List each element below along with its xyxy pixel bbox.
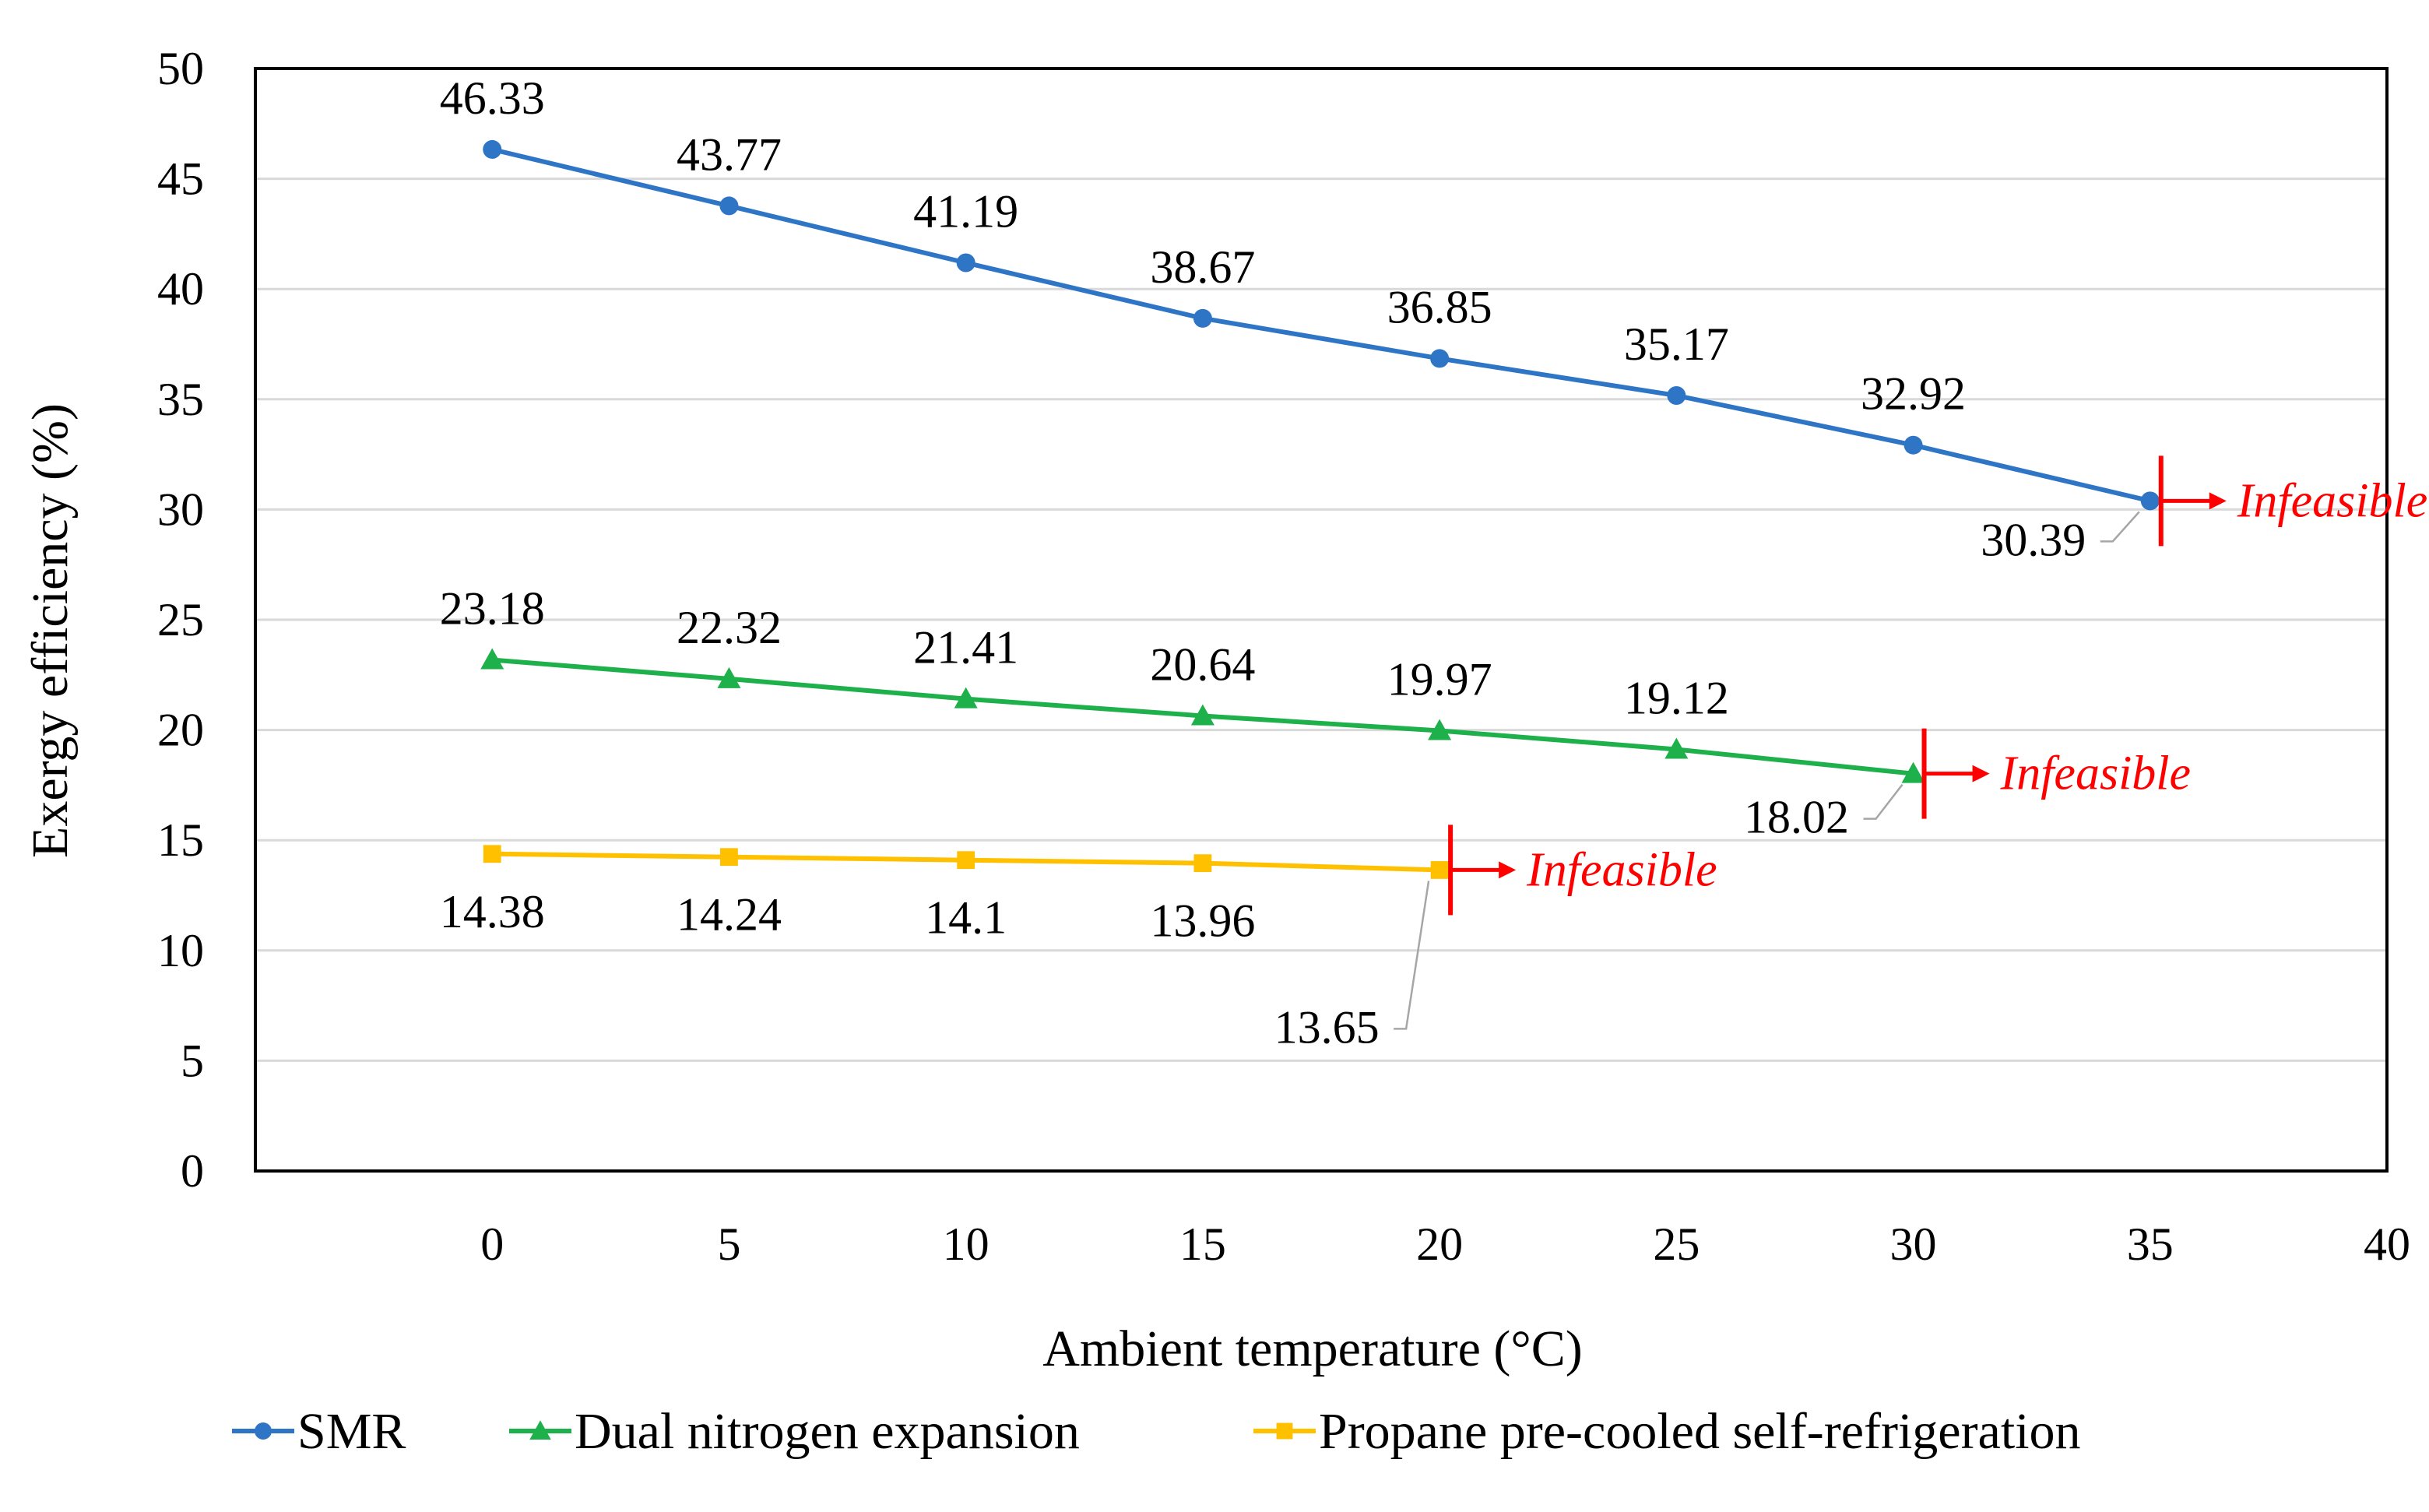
- data-point-marker: [956, 253, 975, 273]
- data-label: 22.32: [677, 602, 782, 653]
- gridlines: [255, 178, 2387, 1062]
- x-axis-ticks: 0 5 10 15 20 25 30 35 40: [480, 1218, 2410, 1270]
- x-axis-title: Ambient temperature (°C): [1042, 1320, 1582, 1377]
- data-label: 43.77: [677, 128, 782, 180]
- data-label: 13.65: [1274, 1001, 1380, 1053]
- y-tick-label: 35: [157, 374, 204, 425]
- y-axis-ticks: 0 5 10 15 20 25 30 35 40 45 50: [157, 43, 204, 1197]
- legend-entry-label: Dual nitrogen expansion: [575, 1403, 1080, 1460]
- x-tick-label: 15: [1179, 1218, 1226, 1270]
- data-point-marker: [255, 1422, 272, 1440]
- y-tick-label: 15: [157, 814, 204, 866]
- annotations: Infeasible Infeasible Infeasible: [1448, 455, 2428, 916]
- x-tick-label: 40: [2364, 1218, 2410, 1270]
- data-label: 35.17: [1624, 318, 1729, 370]
- y-tick-label: 0: [181, 1145, 204, 1197]
- data-label: 36.85: [1387, 281, 1492, 332]
- data-point-marker: [1430, 861, 1449, 879]
- data-label: 46.33: [440, 72, 545, 124]
- data-label: 21.41: [913, 622, 1018, 673]
- infeasible-arrow-icon: [1972, 765, 1990, 782]
- data-label: 20.64: [1150, 638, 1255, 690]
- data-label: 18.02: [1744, 792, 1849, 843]
- x-tick-label: 25: [1653, 1218, 1700, 1270]
- x-tick-label: 10: [943, 1218, 990, 1270]
- y-axis-title: Exergy efficiency (%): [22, 403, 79, 858]
- data-label: 38.67: [1150, 241, 1255, 293]
- infeasible-arrow-icon: [1499, 861, 1517, 879]
- data-point-marker: [480, 648, 504, 670]
- infeasible-label: Infeasible: [1526, 843, 1717, 896]
- x-tick-label: 35: [2127, 1218, 2174, 1270]
- data-point-marker: [1903, 435, 1923, 455]
- data-point-marker: [1428, 719, 1452, 740]
- data-label: 14.1: [925, 892, 1007, 944]
- data-point-marker: [483, 139, 502, 159]
- x-tick-label: 30: [1890, 1218, 1937, 1270]
- infeasible-label: Infeasible: [2000, 747, 2192, 800]
- y-tick-label: 5: [181, 1035, 204, 1086]
- legend: SMR Dual nitrogen expansion Propane pre-co…: [232, 1403, 2081, 1460]
- data-point-marker: [2140, 491, 2160, 511]
- data-point-marker: [1193, 308, 1212, 328]
- data-point-marker: [483, 845, 501, 863]
- y-tick-label: 45: [157, 153, 204, 205]
- data-label-leader-line: [1863, 783, 1903, 820]
- plot-area-frame: [254, 67, 2389, 1173]
- data-label: 23.18: [440, 583, 545, 635]
- y-tick-label: 20: [157, 705, 204, 756]
- data-label: 19.12: [1624, 673, 1729, 724]
- y-tick-label: 30: [157, 483, 204, 535]
- data-label: 19.97: [1387, 653, 1492, 705]
- data-point-marker: [719, 196, 739, 216]
- data-point-marker: [1190, 704, 1214, 726]
- data-point-marker: [1667, 385, 1686, 405]
- y-tick-label: 50: [157, 43, 204, 94]
- x-tick-label: 20: [1416, 1218, 1463, 1270]
- data-label: 14.38: [440, 886, 545, 937]
- x-tick-label: 5: [717, 1218, 740, 1270]
- data-label: 41.19: [913, 185, 1018, 237]
- y-tick-label: 40: [157, 263, 204, 315]
- data-point-marker: [1193, 854, 1212, 873]
- legend-entry-label: Propane pre-cooled self-refrigeration: [1319, 1403, 2081, 1460]
- y-tick-label: 10: [157, 925, 204, 976]
- data-label: 30.39: [1981, 514, 2086, 565]
- data-label: 13.96: [1150, 895, 1255, 947]
- series-layer: [480, 139, 2160, 879]
- data-point-marker: [957, 851, 975, 870]
- legend-entry-label: SMR: [297, 1403, 406, 1460]
- data-point-marker: [529, 1420, 551, 1440]
- series-line: [491, 147, 2151, 504]
- data-label-leader-line: [1394, 881, 1430, 1030]
- data-labels: 46.33 43.77 41.19 38.67 36.85 35.17 32.92 30.39…: [440, 72, 2140, 1053]
- data-label-leader-line: [2100, 511, 2140, 543]
- y-tick-label: 25: [157, 594, 204, 645]
- data-point-marker: [1664, 737, 1689, 759]
- data-point-marker: [717, 666, 741, 688]
- x-tick-label: 0: [480, 1218, 504, 1270]
- data-label: 32.92: [1861, 368, 1966, 420]
- data-label: 14.24: [677, 889, 782, 941]
- data-point-marker: [954, 687, 978, 709]
- data-point-marker: [720, 848, 738, 867]
- data-point-marker: [1430, 349, 1450, 368]
- data-point-marker: [1276, 1422, 1293, 1440]
- infeasible-label: Infeasible: [2237, 474, 2428, 527]
- data-point-marker: [1901, 761, 1925, 783]
- infeasible-arrow-icon: [2209, 492, 2227, 510]
